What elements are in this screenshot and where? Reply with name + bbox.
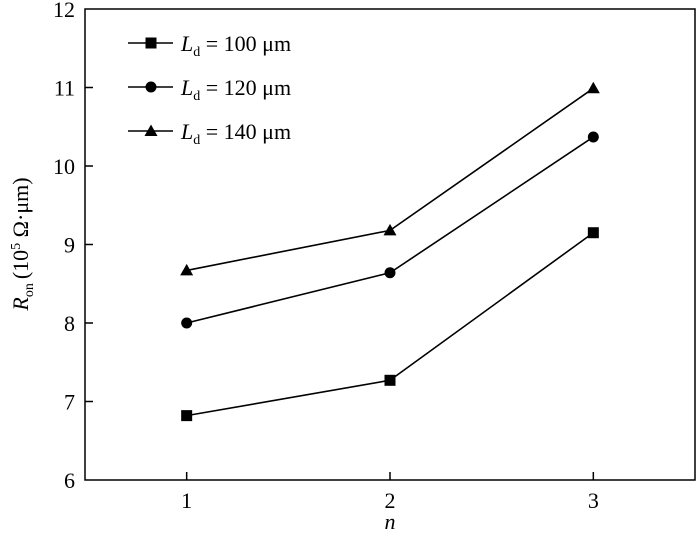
data-point-triangle (180, 263, 194, 276)
y-axis-title-sup: 5 (9, 243, 24, 250)
y-axis-title-sub: on (22, 283, 37, 297)
data-point-circle (384, 267, 396, 279)
x-tick-label: 3 (588, 488, 599, 513)
series-2 (181, 131, 599, 329)
legend-label-rest: = 120 μm (200, 75, 291, 100)
x-axis-title: n (385, 509, 396, 534)
y-tick-label: 12 (53, 0, 75, 22)
legend-item: Ld = 120 μm (128, 75, 291, 104)
legend-marker-triangle (144, 124, 158, 136)
series-line (186, 232, 594, 417)
y-axis-title-main: R (8, 297, 33, 312)
data-point-circle (587, 131, 599, 143)
series-line (186, 87, 594, 272)
legend-item: Ld = 100 μm (128, 31, 291, 60)
data-point-triangle (586, 81, 600, 94)
legend-label-main: L (180, 75, 193, 100)
legend-label-main: L (180, 31, 193, 56)
data-point-circle (181, 317, 193, 329)
legend-label-main: L (180, 119, 193, 144)
legend-item: Ld = 140 μm (128, 119, 291, 148)
legend-label: Ld = 140 μm (180, 119, 291, 148)
data-point-square (384, 374, 396, 386)
y-tick-label: 10 (53, 154, 75, 179)
series-layer (180, 81, 600, 422)
legend-label-rest: = 100 μm (200, 31, 291, 56)
x-axis: 1 2 3 (181, 472, 599, 513)
data-point-square (587, 227, 599, 239)
legend-label: Ld = 120 μm (180, 75, 291, 104)
x-tick-label: 1 (181, 488, 192, 513)
data-point-triangle (383, 223, 397, 236)
x-tick-label: 2 (385, 488, 396, 513)
legend-marker-circle (145, 81, 157, 93)
y-tick-label: 6 (64, 468, 75, 493)
series-1 (181, 227, 599, 422)
y-tick-label: 8 (64, 311, 75, 336)
series-3 (180, 81, 600, 276)
data-point-square (181, 410, 193, 422)
legend-label-rest: = 140 μm (200, 119, 291, 144)
y-axis: 6 7 8 9 10 11 12 (53, 0, 93, 493)
legend-marker-square (145, 37, 157, 49)
plot-frame (84, 8, 696, 481)
y-tick-label: 11 (54, 76, 75, 101)
y-tick-label: 9 (64, 233, 75, 258)
y-axis-title: Ron (105 Ω·μm) (8, 177, 37, 311)
y-axis-title-open: (10 (8, 250, 33, 279)
y-axis-title-rest: Ω·μm) (8, 177, 33, 242)
legend-label-sub: d (193, 133, 200, 148)
legend-label-sub: d (193, 45, 200, 60)
y-tick-label: 7 (64, 390, 75, 415)
legend-label: Ld = 100 μm (180, 31, 291, 60)
legend-label-sub: d (193, 89, 200, 104)
